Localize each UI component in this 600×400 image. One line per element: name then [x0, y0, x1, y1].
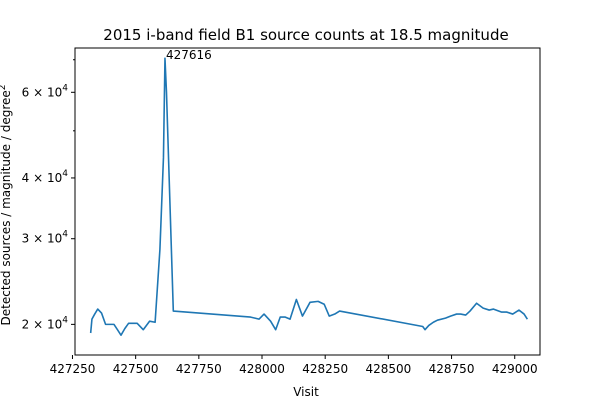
x-tick-label-7: 429000 — [492, 362, 538, 376]
x-axis: 427250 427500 427750 428000 428250 428500 4287… — [50, 355, 538, 376]
y-tick-label-1: 3 × 104 — [22, 230, 69, 246]
x-axis-label: Visit — [293, 385, 319, 399]
x-tick-label-3: 428000 — [239, 362, 285, 376]
x-tick-label-6: 428750 — [429, 362, 475, 376]
x-tick-label-2: 427750 — [176, 362, 222, 376]
y-tick-label-2: 4 × 104 — [22, 169, 69, 185]
axes-frame — [74, 47, 541, 356]
x-tick-label-0: 427250 — [50, 362, 96, 376]
y-axis-label: Detected sources / magnitude / degree2 — [0, 85, 13, 326]
y-axis: 2 × 104 3 × 104 4 × 104 6 × 104 — [22, 59, 75, 331]
y-axis-label-text: Detected sources / magnitude / degree — [0, 90, 13, 325]
x-tick-label-4: 428250 — [302, 362, 348, 376]
x-tick-label-1: 427500 — [113, 362, 159, 376]
y-axis-label-exponent: 2 — [0, 85, 8, 91]
chart-title: 2015 i-band field B1 source counts at 18… — [103, 26, 508, 44]
series-line-0 — [89, 57, 529, 337]
y-tick-label-0: 2 × 104 — [22, 315, 69, 331]
peak-annotation: 427616 — [166, 48, 212, 62]
y-tick-label-3: 6 × 104 — [22, 83, 69, 99]
plot-area: 427616 — [74, 47, 541, 356]
x-tick-label-5: 428500 — [365, 362, 411, 376]
